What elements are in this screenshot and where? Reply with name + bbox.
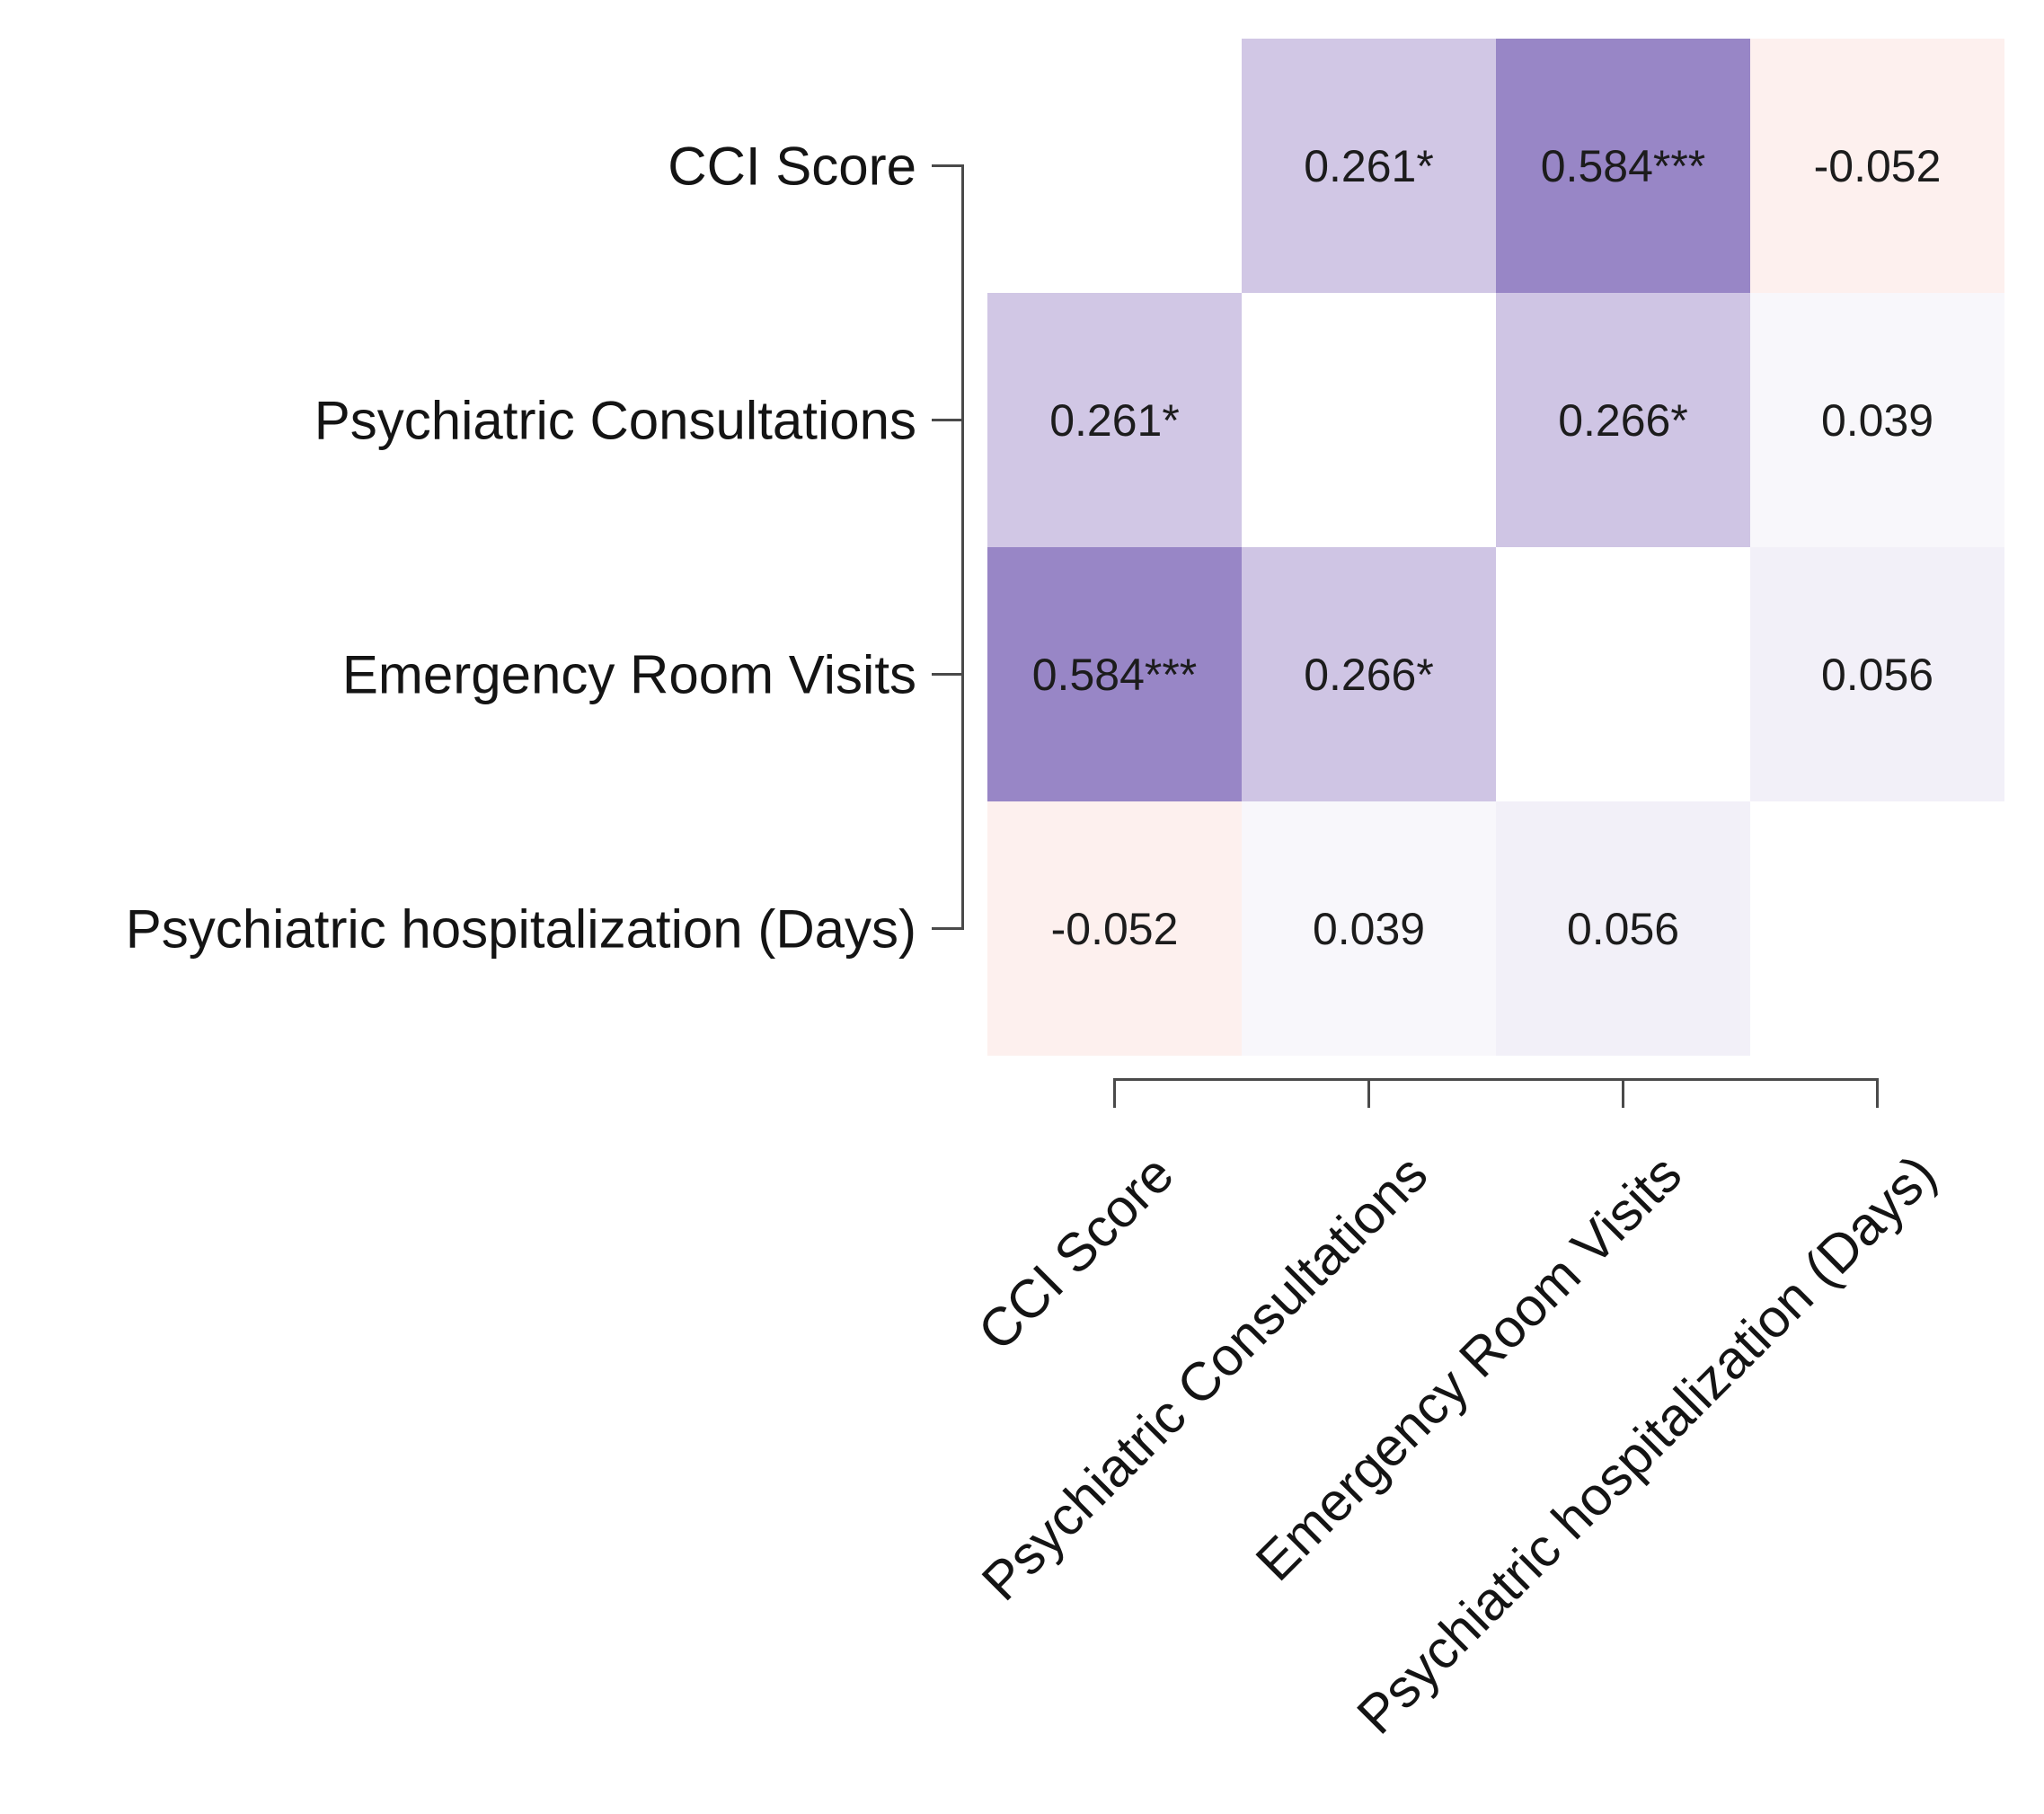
- heatmap-cell-r2c2: [1496, 547, 1750, 801]
- y-axis-line: [961, 164, 964, 929]
- heatmap-cell-r1c3: 0.039: [1750, 293, 2004, 547]
- heatmap-cell-r2c1: 0.266*: [1242, 547, 1496, 801]
- cell-value: 0.584***: [1031, 649, 1198, 700]
- y-axis-label-2: Emergency Room Visits: [341, 644, 916, 704]
- cell-value: 0.039: [1820, 394, 1934, 446]
- heatmap-cell-r0c0: [987, 39, 1242, 293]
- heatmap-cell-r0c3: -0.052: [1750, 39, 2004, 293]
- x-axis-label-0: CCI Score: [966, 1143, 1185, 1362]
- cell-value: 0.261*: [1304, 140, 1434, 191]
- cell-value: -0.052: [1813, 140, 1942, 191]
- y-axis-tick-0: [932, 164, 964, 167]
- heatmap-cell-r2c3: 0.056: [1750, 547, 2004, 801]
- cell-value: -0.052: [1050, 903, 1179, 954]
- x-axis-tick-1: [1367, 1078, 1370, 1108]
- heatmap-cell-r2c0: 0.584***: [987, 547, 1242, 801]
- cell-value: 0.261*: [1049, 394, 1180, 446]
- heatmap-cell-r1c2: 0.266*: [1496, 293, 1750, 547]
- y-axis-label-3: Psychiatric hospitalization (Days): [125, 898, 916, 959]
- heatmap-cell-r1c0: 0.261*: [987, 293, 1242, 547]
- x-axis-tick-0: [1113, 1078, 1116, 1108]
- heatmap-cell-r1c1: [1242, 293, 1496, 547]
- heatmap-cell-r0c1: 0.261*: [1242, 39, 1496, 293]
- y-axis-tick-1: [932, 419, 964, 421]
- x-axis-tick-2: [1622, 1078, 1624, 1108]
- cell-value: 0.039: [1312, 903, 1426, 954]
- heatmap-cell-r3c2: 0.056: [1496, 801, 1750, 1056]
- heatmap-cell-r3c0: -0.052: [987, 801, 1242, 1056]
- cell-value: 0.584***: [1540, 140, 1706, 191]
- y-axis-tick-2: [932, 673, 964, 676]
- cell-value: 0.056: [1820, 649, 1934, 700]
- heatmap-cell-r0c2: 0.584***: [1496, 39, 1750, 293]
- y-axis-label-1: Psychiatric Consultations: [314, 390, 916, 450]
- cell-value: 0.266*: [1304, 649, 1434, 700]
- y-axis-label-0: CCI Score: [668, 136, 916, 196]
- cell-value: 0.056: [1566, 903, 1680, 954]
- cell-value: 0.266*: [1558, 394, 1688, 446]
- heatmap-cell-r3c3: [1750, 801, 2004, 1056]
- x-axis-tick-3: [1876, 1078, 1879, 1108]
- x-axis-line: [1113, 1078, 1879, 1081]
- y-axis-tick-3: [932, 927, 964, 930]
- x-axis-label-1: Psychiatric Consultations: [970, 1143, 1439, 1613]
- x-axis-label-2: Emergency Room Visits: [1244, 1143, 1694, 1593]
- heatmap-cell-r3c1: 0.039: [1242, 801, 1496, 1056]
